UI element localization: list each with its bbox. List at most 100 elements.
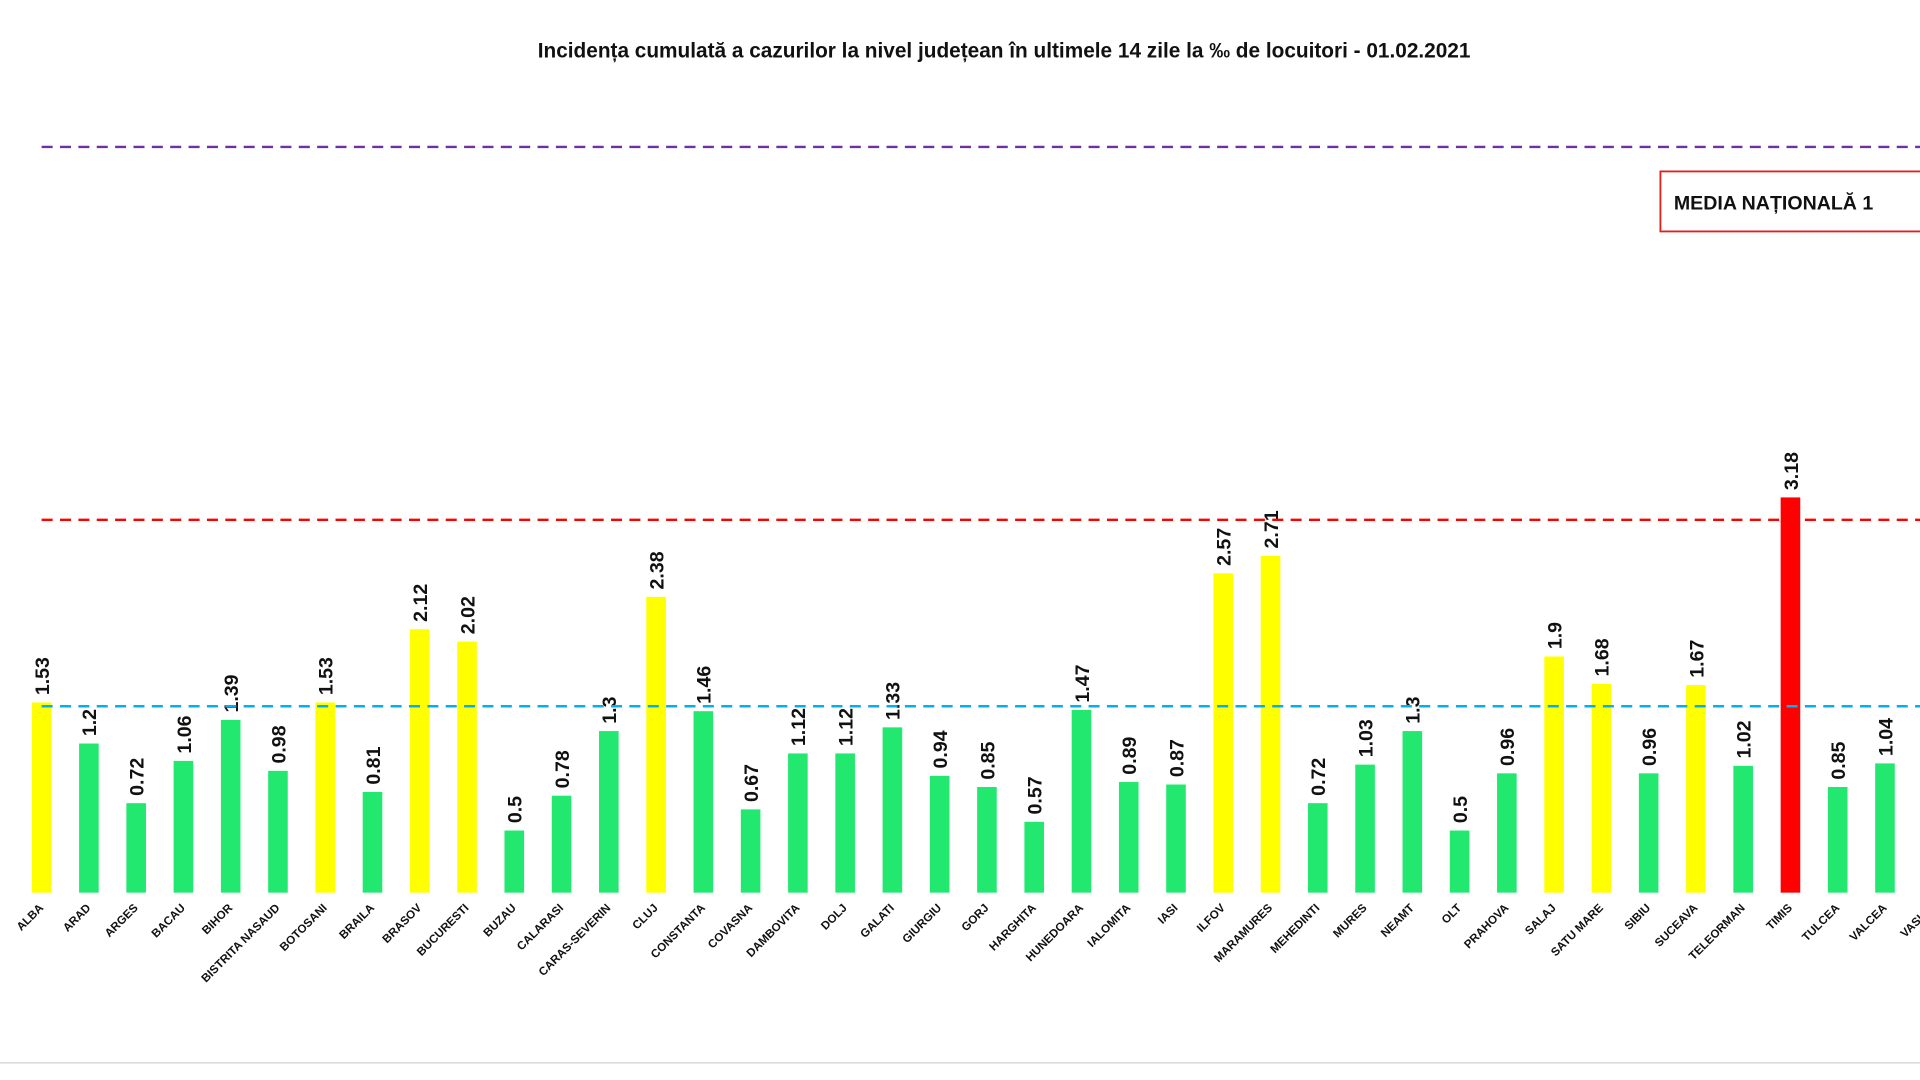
value-label: 0.57 [1025,776,1047,814]
bar [1071,709,1092,893]
bar [1827,787,1848,893]
chart-title: Incidența cumulată a cazurilor la nivel … [538,40,1471,63]
bar [1544,656,1564,893]
bar [220,719,241,893]
x-tick-label: GALATI [858,902,897,941]
bar [315,702,336,893]
bar [1118,782,1139,893]
value-label: 0.98 [268,725,290,763]
x-tick-label: GORJ [959,902,991,934]
bar [268,770,288,893]
x-tick-label: BRAILA [337,901,378,942]
bar [1686,685,1706,893]
value-label: 1.47 [1072,664,1094,702]
value-label: 2.02 [457,596,479,634]
bar [1402,731,1423,893]
plot: ALBA 1.53 ARAD 1.2 ARGES 0.72 BACAU 1.06 BIHOR 1.… [14,145,1920,986]
bar [1497,773,1517,893]
value-label: 1.46 [694,666,716,704]
bar [740,809,761,893]
value-label: 2.57 [1214,528,1236,566]
value-label: 1.39 [221,674,243,712]
bar [457,641,477,893]
bar [1733,765,1753,893]
value-label: 0.72 [1308,758,1330,796]
bar [173,760,194,893]
x-tick-label: IASI [1155,902,1180,927]
value-label: 1.2 [79,709,101,736]
x-tick-label: VASLUI [1898,902,1920,941]
x-tick-label: OLT [1439,902,1464,927]
value-label: 1.06 [174,715,196,753]
annotation-box [1659,170,1920,233]
value-label: 0.94 [930,730,952,768]
x-tick-label: ILFOV [1194,901,1228,935]
bar [1213,573,1234,893]
bar [1166,784,1186,893]
value-label: 1.9 [1544,622,1566,649]
bar [1638,773,1659,893]
x-tick-label: CLUJ [630,902,661,933]
bar [504,830,525,893]
bar [551,795,572,893]
bar [693,711,714,893]
x-tick-label: IALOMITA [1085,901,1134,950]
x-tick-label: MEHEDINTI [1268,902,1322,956]
value-label: 0.85 [1828,741,1850,779]
x-tick-label: ALBA [14,901,46,933]
bar [1024,821,1044,893]
bar [409,629,430,893]
value-label: 2.12 [410,584,432,622]
x-tick-label: TULCEA [1800,901,1843,944]
x-tick-label: SALAJ [1523,902,1559,938]
bar [599,731,619,893]
x-tick-label: VALCEA [1847,901,1890,944]
annotation: MEDIA NAȚIONALĂ 1 [1674,191,1874,214]
x-tick-label: DOLJ [819,902,850,933]
value-label: 0.96 [1497,728,1519,766]
x-tick-label: COVASNA [705,901,755,951]
value-label: 0.81 [363,746,385,784]
value-label: 0.72 [127,758,149,796]
value-label: 1.3 [1403,696,1425,723]
x-tick-label: ARGES [102,901,141,940]
x-tick-label: ARAD [61,902,94,935]
bar [1355,764,1375,893]
bar [788,753,808,893]
bar [646,596,666,893]
x-tick-label: SUCEAVA [1652,901,1701,950]
bar [977,787,997,893]
value-label: 1.03 [1355,719,1377,757]
value-label: 1.12 [835,708,857,746]
value-label: 1.67 [1686,640,1708,678]
x-tick-label: BUZAU [481,902,519,940]
bar [1875,763,1895,893]
x-tick-label: BRASOV [380,901,425,946]
bar [79,743,99,893]
x-tick-label: MURES [1331,901,1370,940]
bar [1780,497,1801,893]
bar [362,791,383,893]
value-label: 2.38 [646,551,668,589]
bar [31,702,52,893]
x-tick-label: SIBIU [1622,902,1653,933]
bar [1591,683,1612,893]
value-label: 2.71 [1261,510,1283,548]
bar [1260,555,1281,893]
x-tick-label: TIMIS [1764,901,1795,932]
value-label: 1.12 [788,708,810,746]
value-label: 1.53 [32,657,54,695]
bar [1308,803,1328,893]
bar [1449,830,1470,893]
bar [126,803,146,893]
x-tick-label: BISTRITA NASAUD [199,902,283,986]
value-label: 0.96 [1639,728,1661,766]
bar [882,727,903,893]
value-label: 1.33 [883,682,905,720]
value-label: 1.53 [316,657,338,695]
x-tick-label: PRAHOVA [1462,901,1512,951]
value-label: 0.87 [1166,739,1188,777]
value-label: 0.5 [505,796,527,823]
x-tick-label: NEAMT [1378,902,1416,940]
